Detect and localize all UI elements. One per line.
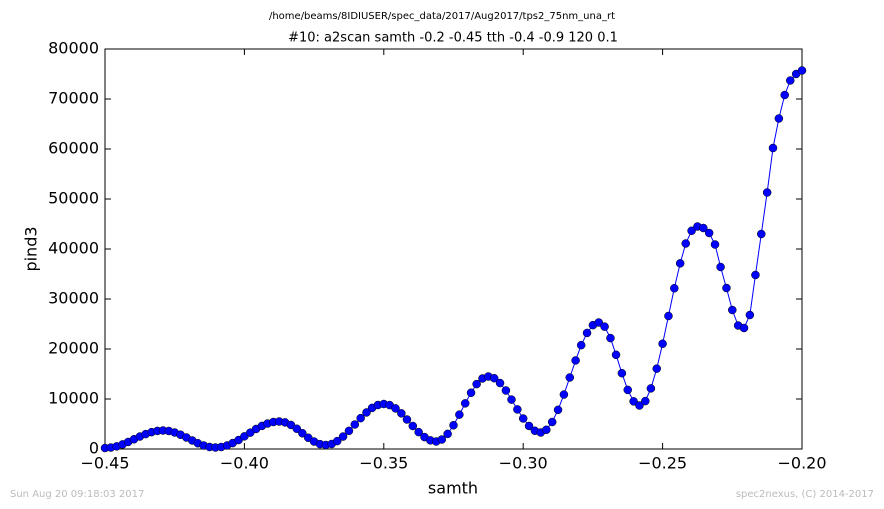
data-point (513, 405, 522, 414)
data-point (518, 414, 528, 423)
data-point (298, 429, 307, 438)
data-point (542, 425, 551, 435)
data-point (629, 397, 638, 406)
data-point (646, 384, 656, 393)
data-point (443, 429, 452, 439)
data-point (408, 421, 418, 431)
data-point (472, 379, 481, 389)
x-tick-label: −0.45 (80, 454, 129, 473)
data-point (710, 240, 720, 249)
data-point (507, 395, 516, 404)
data-point (635, 401, 644, 410)
x-tick-label: −0.25 (638, 454, 687, 473)
data-point (762, 188, 772, 197)
data-point (437, 435, 447, 444)
x-tick-label: −0.30 (499, 454, 548, 473)
data-point (606, 333, 615, 343)
data-point (414, 427, 423, 437)
data-point (704, 228, 714, 238)
data-point (559, 390, 569, 399)
data-point (332, 436, 342, 446)
data-point (617, 368, 627, 378)
data-point (681, 239, 690, 248)
data-point (582, 328, 592, 338)
y-tick-label: 40000 (48, 239, 99, 258)
x-tick-label: −0.20 (777, 454, 826, 473)
x-tick-label: −0.40 (220, 454, 269, 473)
data-point (565, 373, 575, 382)
data-point (716, 262, 725, 272)
data-point (362, 408, 371, 417)
data-point (455, 410, 464, 419)
data-point (594, 318, 604, 327)
y-tick-label: 50000 (48, 189, 99, 208)
data-point (547, 417, 557, 427)
data-point (460, 399, 470, 408)
data-point (664, 311, 673, 321)
data-point (774, 114, 784, 123)
footer-right: spec2nexus, (C) 2014-2017 (736, 489, 874, 500)
data-point (751, 270, 760, 280)
data-point (571, 356, 580, 365)
data-point (495, 378, 505, 388)
data-point (780, 90, 789, 100)
chart-subtitle: #10: a2scan samth -0.2 -0.45 tth -0.4 -0… (288, 31, 618, 46)
y-tick-label: 30000 (48, 289, 99, 308)
data-point (658, 339, 667, 348)
y-tick-label: 10000 (48, 389, 99, 408)
chart-title: /home/beams/8IDIUSER/spec_data/2017/Aug2… (269, 11, 615, 22)
data-point (739, 323, 749, 333)
footer-left: Sun Aug 20 09:18:03 2017 (10, 489, 144, 500)
data-point (397, 409, 406, 418)
y-tick-label: 80000 (48, 39, 99, 58)
data-point (600, 322, 609, 331)
data-point (466, 388, 476, 397)
y-tick-label: 0 (89, 439, 99, 458)
y-tick-label: 20000 (48, 339, 99, 358)
data-point (623, 385, 632, 395)
data-point (501, 386, 511, 395)
data-point (292, 424, 302, 433)
data-point (722, 283, 731, 293)
data-point (338, 432, 348, 441)
data-point (687, 226, 696, 236)
data-point (728, 305, 737, 315)
data-point (344, 426, 354, 436)
data-point (641, 396, 650, 406)
data-point (652, 364, 661, 373)
data-point (699, 223, 708, 233)
y-axis-label: pind3 (22, 226, 41, 271)
x-tick-label: −0.35 (359, 454, 408, 473)
data-point (356, 413, 365, 423)
data-point (524, 421, 534, 431)
y-tick-label: 70000 (48, 89, 99, 108)
data-point (576, 340, 586, 350)
data-point (797, 66, 807, 75)
data-point (786, 76, 795, 85)
data-point (449, 421, 458, 430)
data-point (611, 350, 621, 360)
data-point (757, 229, 766, 239)
data-point (489, 373, 499, 383)
data-point (402, 415, 412, 424)
data-point (553, 405, 563, 415)
data-point (350, 420, 360, 429)
data-point (675, 259, 685, 268)
y-tick-label: 60000 (48, 139, 99, 158)
data-point (670, 284, 679, 293)
data-point (745, 310, 755, 320)
x-axis-label: samth (428, 479, 478, 498)
data-point (768, 143, 778, 153)
data-point (391, 404, 400, 413)
